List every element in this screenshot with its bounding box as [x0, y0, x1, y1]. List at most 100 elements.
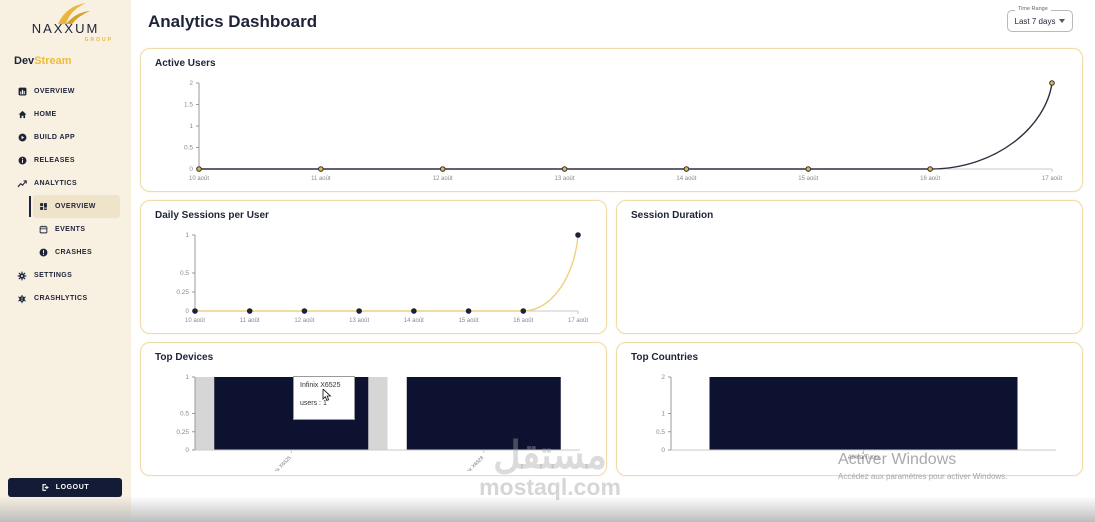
- crashlytics-icon: [17, 294, 27, 304]
- sidebar-item-label: OVERVIEW: [55, 203, 96, 210]
- logo-swoosh-icon: [57, 3, 90, 24]
- home-icon: [17, 110, 27, 120]
- sidebar-item-label: HOME: [34, 111, 57, 118]
- svg-text:15 août: 15 août: [798, 176, 818, 182]
- svg-text:12 août: 12 août: [294, 318, 314, 324]
- card-title: Session Duration: [631, 210, 714, 221]
- top-devices-chart[interactable]: 0 0.25 0.5 1 Infinix X6525 Infinix X6528: [149, 369, 594, 471]
- card-title: Top Devices: [155, 352, 214, 363]
- svg-text:0.5: 0.5: [656, 429, 665, 436]
- sidebar-item-label: RELEASES: [34, 157, 75, 164]
- sidebar: NAXXUM GROUP DevStream OVERVIEW HOME BUI…: [0, 0, 131, 522]
- svg-text:Infinix X6528: Infinix X6528: [460, 455, 485, 471]
- svg-text:2: 2: [661, 374, 665, 381]
- active-users-card: Active Users 0 0.5 1 1.5 2 10 août 11 août 12 a…: [140, 48, 1083, 192]
- svg-text:0.25: 0.25: [176, 289, 189, 296]
- sidebar-item-label: CRASHES: [55, 249, 93, 256]
- session-duration-card: Session Duration: [616, 200, 1083, 334]
- svg-text:Africa/Tunis: Africa/Tunis: [848, 455, 879, 461]
- tooltip-device-name: Infinix X6525: [300, 382, 341, 389]
- svg-text:14 août: 14 août: [676, 176, 696, 182]
- sidebar-item-crashes[interactable]: CRASHES: [33, 241, 120, 264]
- sidebar-item-home[interactable]: HOME: [0, 103, 131, 126]
- svg-text:1: 1: [185, 374, 189, 381]
- svg-text:0.5: 0.5: [180, 270, 189, 277]
- brand-stream: Stream: [34, 55, 72, 67]
- sidebar-item-releases[interactable]: RELEASES: [0, 149, 131, 172]
- svg-text:10 août: 10 août: [189, 176, 209, 182]
- svg-text:16 août: 16 août: [920, 176, 940, 182]
- time-range-select[interactable]: Time Range Last 7 days: [1007, 6, 1073, 32]
- svg-text:12 août: 12 août: [433, 176, 453, 182]
- naxxum-logo: NAXXUM GROUP: [0, 2, 131, 43]
- svg-text:14 août: 14 août: [404, 318, 424, 324]
- svg-text:1: 1: [189, 123, 193, 130]
- svg-text:0.5: 0.5: [180, 411, 189, 418]
- svg-text:13 août: 13 août: [555, 176, 575, 182]
- sidebar-item-events[interactable]: EVENTS: [33, 218, 120, 241]
- dashboard-grid-icon: [38, 202, 48, 212]
- logo-subtext: GROUP: [84, 37, 113, 43]
- sidebar-item-analytics-overview[interactable]: OVERVIEW: [29, 195, 120, 218]
- daily-sessions-card: Daily Sessions per User 0 0.25 0.5 1 10 août…: [140, 200, 607, 334]
- logo-text: NAXXUM: [31, 21, 100, 36]
- brand-dev: Dev: [14, 55, 35, 67]
- sidebar-item-label: CRASHLYTICS: [34, 295, 88, 302]
- svg-text:1.5: 1.5: [184, 102, 193, 109]
- svg-text:17 août: 17 août: [1042, 176, 1062, 182]
- top-countries-card: Top Countries 0 0.5 1 2 Africa/Tunis: [616, 342, 1083, 476]
- svg-text:10 août: 10 août: [185, 318, 205, 324]
- active-users-chart[interactable]: 0 0.5 1 1.5 2 10 août 11 août 12 août 13 août 14 …: [153, 75, 1068, 187]
- time-range-value: Last 7 days: [1014, 16, 1056, 26]
- card-title: Active Users: [155, 58, 216, 69]
- sidebar-item-label: SETTINGS: [34, 272, 73, 279]
- logout-icon: [41, 483, 50, 492]
- sidebar-nav: OVERVIEW HOME BUILD APP RELEASES ANALYTI…: [0, 80, 131, 310]
- bar-chart-icon: [17, 87, 27, 97]
- svg-text:11 août: 11 août: [311, 176, 331, 182]
- svg-text:0: 0: [189, 166, 193, 173]
- daily-sessions-chart[interactable]: 0 0.25 0.5 1 10 août 11 août 12 août 13 août 14 …: [149, 227, 594, 329]
- tooltip-users-count: users : 1: [300, 400, 327, 407]
- svg-text:15 août: 15 août: [459, 318, 479, 324]
- alert-circle-icon: [38, 248, 48, 258]
- svg-text:0: 0: [661, 447, 665, 454]
- sidebar-item-settings[interactable]: SETTINGS: [0, 264, 131, 287]
- sidebar-item-label: OVERVIEW: [34, 88, 75, 95]
- svg-text:0: 0: [185, 308, 189, 315]
- logout-label: LOGOUT: [55, 484, 90, 491]
- top-devices-card: Top Devices 0 0.25 0.5 1 Infinix X6525 Infini…: [140, 342, 607, 476]
- svg-text:0.5: 0.5: [184, 145, 193, 152]
- svg-text:17 août: 17 août: [568, 318, 588, 324]
- chart-tooltip: Infinix X6525 users : 1: [293, 376, 355, 420]
- svg-text:2: 2: [189, 80, 193, 87]
- svg-text:11 août: 11 août: [240, 318, 260, 324]
- top-countries-chart[interactable]: 0 0.5 1 2 Africa/Tunis: [625, 369, 1070, 471]
- app-brand: DevStream: [14, 55, 71, 67]
- bottom-gradient-strip: [0, 496, 1095, 522]
- svg-text:13 août: 13 août: [349, 318, 369, 324]
- sidebar-item-build-app[interactable]: BUILD APP: [0, 126, 131, 149]
- svg-text:1: 1: [661, 411, 665, 418]
- page-title: Analytics Dashboard: [148, 12, 318, 31]
- calendar-icon: [38, 225, 48, 235]
- svg-text:1: 1: [185, 232, 189, 239]
- mouse-cursor-icon: [322, 387, 332, 407]
- watermark-domain: mostaql.com: [479, 474, 621, 500]
- sidebar-item-overview[interactable]: OVERVIEW: [0, 80, 131, 103]
- play-circle-icon: [17, 133, 27, 143]
- time-range-label: Time Range: [1015, 6, 1051, 12]
- sidebar-item-analytics[interactable]: ANALYTICS: [0, 172, 131, 195]
- analytics-line-icon: [17, 179, 27, 189]
- sidebar-item-label: EVENTS: [55, 226, 86, 233]
- info-circle-icon: [17, 156, 27, 166]
- chevron-down-icon: [1059, 19, 1066, 23]
- svg-text:Infinix X6525: Infinix X6525: [268, 455, 293, 471]
- sidebar-item-label: ANALYTICS: [34, 180, 78, 187]
- svg-text:16 août: 16 août: [513, 318, 533, 324]
- logout-button[interactable]: LOGOUT: [8, 478, 122, 497]
- sidebar-item-crashlytics[interactable]: CRASHLYTICS: [0, 287, 131, 310]
- svg-text:0: 0: [185, 447, 189, 454]
- card-title: Daily Sessions per User: [155, 210, 269, 221]
- svg-text:0.25: 0.25: [176, 429, 189, 436]
